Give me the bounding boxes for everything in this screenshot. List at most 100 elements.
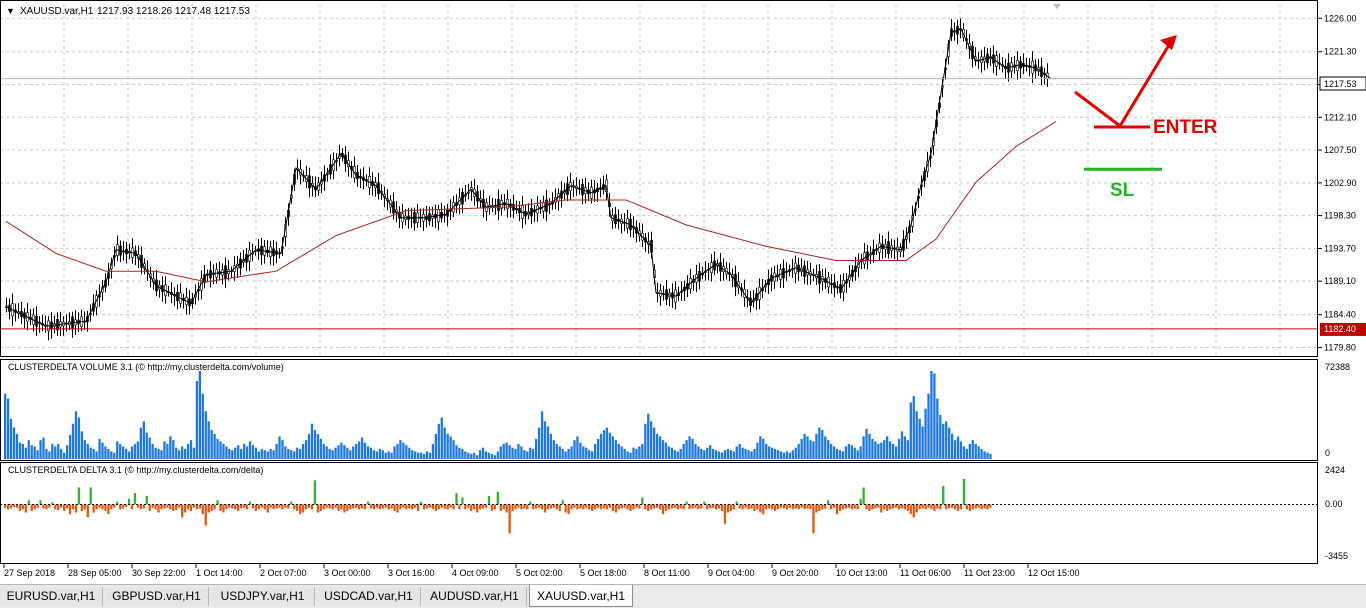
- volume-bar: [576, 436, 579, 459]
- volume-bar: [12, 427, 16, 459]
- volume-bar: [54, 446, 57, 459]
- volume-bar: [968, 443, 971, 459]
- tab-usdjpy-var-h1[interactable]: USDJPY.var,H1: [211, 587, 315, 606]
- tab-eurusd-var-h1[interactable]: EURUSD.var,H1: [0, 587, 103, 606]
- tab-audusd-var-h1[interactable]: AUDUSD.var,H1: [423, 587, 527, 606]
- volume-bar: [635, 448, 638, 459]
- volume-bar: [791, 450, 794, 459]
- price-tick-label: 1212.10: [1324, 112, 1357, 122]
- delta-bar: [706, 504, 709, 510]
- volume-bar: [948, 427, 951, 459]
- tab-xauusd-var-h1[interactable]: XAUUSD.var,H1: [529, 585, 633, 607]
- volume-bar: [573, 440, 576, 459]
- volume-bar: [773, 448, 777, 459]
- volume-bar: [437, 423, 440, 459]
- volume-bar: [626, 451, 629, 459]
- chart-svg[interactable]: ▼ XAUUSD.var,H1 1217.93 1218.26 1217.48 …: [0, 0, 1366, 584]
- delta-bar: [948, 504, 951, 509]
- delta-bar: [891, 504, 895, 509]
- volume-bar: [169, 436, 172, 459]
- delta-bars: [4, 478, 992, 534]
- volume-bar: [198, 371, 201, 459]
- tab-gbpusd-var-h1[interactable]: GBPUSD.var,H1: [105, 587, 209, 606]
- delta-bar: [307, 504, 311, 508]
- volume-bar: [691, 438, 694, 459]
- delta-bar: [166, 504, 169, 508]
- tab-usdcad-var-h1[interactable]: USDCAD.var,H1: [317, 587, 421, 606]
- volume-bar: [818, 427, 821, 459]
- delta-bar: [989, 504, 992, 508]
- volume-bar: [124, 448, 128, 459]
- delta-bar: [844, 504, 848, 509]
- delta-bar: [818, 504, 821, 511]
- volume-bar: [18, 442, 22, 459]
- delta-bar: [762, 504, 765, 515]
- volume-bar: [301, 443, 305, 459]
- volume-bar: [358, 441, 361, 459]
- volume-bar: [86, 443, 89, 459]
- volume-bar: [355, 443, 358, 459]
- volume-bar: [564, 451, 567, 459]
- volume-bar: [381, 450, 384, 459]
- menu-icon[interactable]: ▼: [6, 6, 15, 16]
- volume-bar: [9, 418, 13, 459]
- volume-bar: [709, 445, 712, 459]
- volume-bar: [473, 452, 476, 459]
- volume-bar: [346, 447, 349, 459]
- volume-bar: [732, 451, 735, 459]
- volume-bar: [594, 443, 597, 459]
- price-tick-label: 1221.30: [1324, 47, 1357, 57]
- volume-bar: [977, 446, 980, 459]
- volume-bar: [859, 446, 862, 459]
- chart-area[interactable]: ▼ XAUUSD.var,H1 1217.93 1218.26 1217.48 …: [0, 0, 1366, 584]
- delta-bar: [278, 504, 281, 508]
- volume-bar: [213, 433, 216, 459]
- volume-bar: [942, 423, 945, 459]
- time-tick-label: 2 Oct 07:00: [260, 568, 307, 578]
- delta-bar: [647, 504, 650, 511]
- delta-max-label: 2424: [1325, 465, 1345, 475]
- price-tick-label: 1226.00: [1324, 13, 1357, 23]
- delta-bar: [945, 504, 948, 510]
- time-tick-label: 28 Sep 05:00: [68, 568, 122, 578]
- volume-bar: [676, 451, 679, 459]
- delta-bar: [366, 501, 370, 505]
- delta-bar: [21, 504, 24, 510]
- volume-bar: [201, 393, 204, 459]
- volume-bar: [136, 441, 140, 459]
- volume-bar: [549, 433, 553, 459]
- delta-bar: [225, 504, 228, 510]
- volume-bar: [378, 448, 381, 459]
- delta-bar: [24, 504, 27, 513]
- volume-bar: [974, 443, 977, 459]
- volume-bar: [682, 443, 685, 459]
- delta-bar: [977, 504, 980, 508]
- volume-bar: [897, 438, 901, 459]
- volume-bar: [723, 450, 727, 459]
- volume-bar: [293, 451, 296, 459]
- volume-bar: [647, 413, 650, 459]
- volume-bar: [561, 448, 564, 459]
- volume-bar: [154, 447, 157, 459]
- delta-bar: [242, 504, 246, 508]
- delta-bar: [346, 504, 349, 511]
- delta-bar: [983, 504, 986, 509]
- delta-bar: [540, 504, 544, 510]
- delta-bar: [169, 504, 172, 510]
- volume-bar: [219, 441, 222, 459]
- delta-bar: [266, 504, 269, 513]
- volume-bar: [360, 437, 364, 459]
- delta-bar: [172, 504, 175, 511]
- shift-marker-icon[interactable]: [1053, 4, 1061, 9]
- volume-bar: [558, 446, 561, 459]
- volume-bar: [290, 450, 293, 459]
- volume-bar: [130, 446, 134, 459]
- volume-bar: [856, 450, 859, 459]
- delta-bar: [490, 504, 494, 511]
- delta-bar: [543, 504, 547, 513]
- delta-bar: [980, 504, 983, 510]
- delta-bar: [830, 504, 833, 510]
- volume-bar: [266, 451, 269, 459]
- volume-bar: [768, 446, 771, 459]
- delta-bar: [189, 504, 193, 511]
